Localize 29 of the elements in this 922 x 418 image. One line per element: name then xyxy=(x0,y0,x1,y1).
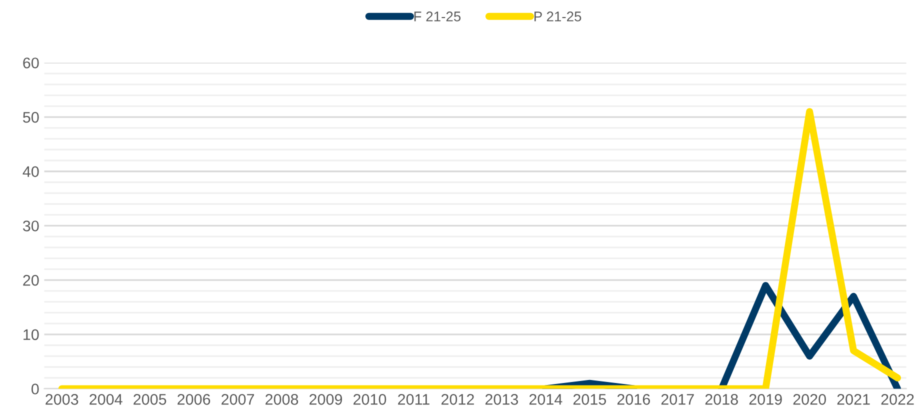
y-tick-label: 60 xyxy=(23,58,39,68)
x-tick-label: 2016 xyxy=(617,394,650,405)
y-tick-label: 0 xyxy=(31,384,39,394)
legend-label: P 21-25 xyxy=(534,12,582,22)
y-tick-label: 50 xyxy=(23,112,39,123)
x-tick-label: 2007 xyxy=(222,394,254,405)
legend-label: F 21-25 xyxy=(414,12,461,22)
x-tick-label: 2003 xyxy=(46,394,78,405)
x-tick-label: 2013 xyxy=(485,394,518,405)
x-tick-label: 2014 xyxy=(529,394,562,405)
y-tick-label: 40 xyxy=(22,166,39,178)
x-tick-label: 2012 xyxy=(441,394,474,405)
x-tick-label: 2004 xyxy=(90,394,122,405)
x-tick-label: 2019 xyxy=(749,394,782,405)
x-tick-label: 2021 xyxy=(837,394,870,405)
x-tick-label: 2020 xyxy=(793,394,826,405)
x-tick-label: 2011 xyxy=(398,394,430,405)
x-tick-label: 2008 xyxy=(266,394,298,405)
x-tick-label: 2006 xyxy=(178,394,210,405)
x-tick-label: 2005 xyxy=(134,394,166,405)
x-tick-label: 2015 xyxy=(573,394,606,405)
x-tick-label: 2010 xyxy=(354,394,386,405)
x-tick-label: 2017 xyxy=(661,394,694,405)
y-tick-label: 30 xyxy=(22,220,39,232)
x-tick-label: 2022 xyxy=(881,394,914,405)
y-tick-label: 20 xyxy=(23,274,39,286)
y-tick-label: 10 xyxy=(24,329,39,340)
x-tick-label: 2009 xyxy=(310,394,342,405)
x-tick-label: 2018 xyxy=(705,394,738,405)
